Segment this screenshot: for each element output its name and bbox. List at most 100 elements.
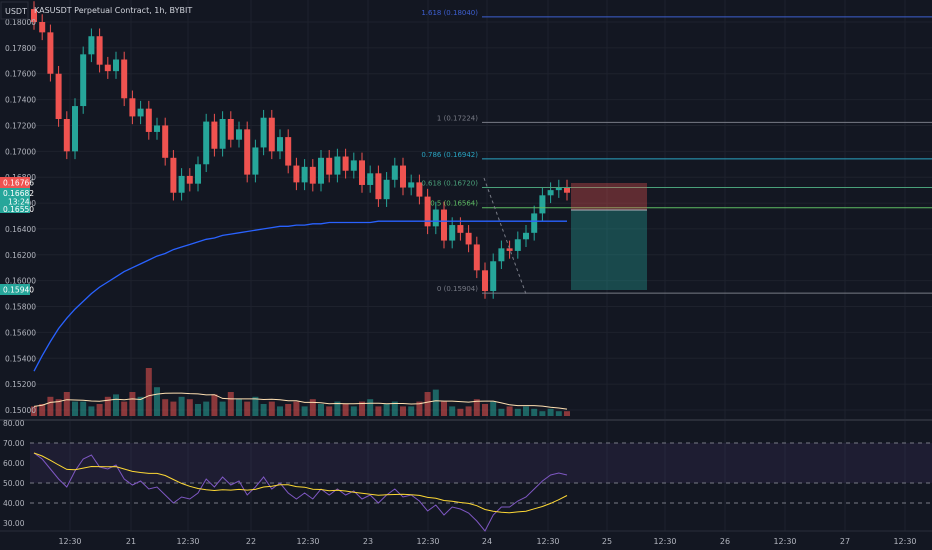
candle-body <box>441 209 447 241</box>
fib-trend-line[interactable] <box>483 177 527 295</box>
candle-body <box>391 165 398 180</box>
rsi-tick-label: 50.00 <box>3 479 25 488</box>
low-price-badge: 0.15940 <box>0 284 34 295</box>
price-tick-label: 0.16200 <box>5 251 36 260</box>
volume-bar <box>88 406 95 416</box>
volume-bars <box>31 368 570 416</box>
time-tick-label: 12:30 <box>58 537 81 546</box>
volume-ma-line <box>33 392 568 410</box>
volume-bar <box>72 401 78 416</box>
candle-body <box>55 73 62 119</box>
time-tick-label: 25 <box>602 537 612 546</box>
candle-body <box>244 129 251 175</box>
price-tick-label: 0.17600 <box>5 70 36 79</box>
price-tick-label: 0.15800 <box>5 303 36 312</box>
position-stop-zone[interactable] <box>571 183 647 210</box>
candle-body <box>186 175 193 184</box>
candle-body <box>137 108 144 117</box>
volume-bar <box>39 404 46 416</box>
candle-body <box>334 156 341 175</box>
volume-bar <box>350 406 357 416</box>
candle-body <box>457 225 464 233</box>
candle-body <box>227 119 234 140</box>
rsi-ma-line <box>33 452 568 514</box>
time-tick-label: 12:30 <box>176 537 199 546</box>
price-tick-label: 0.15000 <box>5 406 36 415</box>
fib-level-label: 0.618 (0.16720) <box>421 180 478 188</box>
candle-body <box>47 32 54 74</box>
candle-body <box>359 160 365 185</box>
volume-bar <box>104 396 111 416</box>
volume-bar <box>178 396 185 416</box>
time-tick-label: 12:30 <box>653 537 676 546</box>
volume-bar <box>47 396 54 416</box>
mid-price-badge: 0.16682 13:24 0.16550 <box>0 188 34 214</box>
rsi-tick-label: 40.00 <box>3 499 25 508</box>
candle-body <box>39 22 46 33</box>
price-tick-label: 0.15400 <box>5 354 36 363</box>
candle-body <box>498 248 505 262</box>
price-tick-label: 0.15600 <box>5 328 36 337</box>
candle-countdown: 13:24 <box>8 198 30 207</box>
fib-level-label: 0.786 (0.16942) <box>421 151 478 159</box>
volume-bar <box>285 404 292 416</box>
candle-body <box>539 195 546 214</box>
candle-body <box>96 36 103 65</box>
candle-body <box>80 54 87 107</box>
candle-body <box>113 59 119 72</box>
candle-body <box>318 157 324 184</box>
volume-bar <box>252 396 259 416</box>
low-price-value: 0.15940 <box>3 286 34 295</box>
volume-bar <box>514 408 521 416</box>
position-target-zone[interactable] <box>571 210 647 290</box>
time-tick-label: 12:30 <box>416 537 439 546</box>
volume-bar <box>260 404 267 416</box>
price-tick-label: 0.17000 <box>5 147 36 156</box>
volume-bar <box>293 401 300 416</box>
volume-bar <box>416 401 423 416</box>
volume-bar <box>211 394 218 416</box>
candle-body <box>449 225 456 241</box>
volume-bar <box>506 406 513 416</box>
time-tick-label: 12:30 <box>893 537 916 546</box>
candle-body <box>506 248 513 251</box>
candle-body <box>555 187 562 191</box>
time-tick-label: 12:30 <box>773 537 796 546</box>
volume-bar <box>391 401 398 416</box>
fib-level-label: 0.5 (0.16564) <box>430 200 478 208</box>
volume-bar <box>564 411 570 416</box>
candle-body <box>104 64 111 72</box>
time-tick-label: 22 <box>246 537 256 546</box>
candle-body <box>383 179 390 200</box>
time-tick-label: 12:30 <box>536 537 559 546</box>
volume-bar <box>129 392 136 416</box>
currency-badge[interactable] <box>0 1 29 20</box>
volume-bar <box>170 401 177 416</box>
time-axis[interactable]: 12:30 21 12:30 22 12:30 23 12:30 24 12:30 25 12:30… <box>58 537 916 546</box>
candle-body <box>564 187 570 193</box>
fib-level-label: 1 (0.17224) <box>437 114 478 122</box>
candle-body <box>121 59 128 99</box>
volume-bar <box>80 401 87 416</box>
volume-bar <box>236 399 242 416</box>
volume-bar <box>539 411 546 416</box>
candles <box>31 1 570 299</box>
volume-bar <box>441 401 447 416</box>
candle-body <box>309 166 316 184</box>
candle-body <box>547 190 554 196</box>
candle-body <box>375 173 382 200</box>
rsi-line <box>33 452 568 532</box>
candle-body <box>145 108 152 132</box>
currency-label: USDT <box>5 7 27 16</box>
rsi-tick-label: 30.00 <box>3 519 25 528</box>
volume-bar <box>137 396 144 416</box>
candle-body <box>424 196 431 227</box>
fibonacci-retracement[interactable]: 1.618 (0.18040) 1 (0.17224) 0.786 (0.16942… <box>421 9 932 294</box>
time-tick-label: 27 <box>840 537 850 546</box>
candle-body <box>285 137 292 166</box>
rsi-axis[interactable]: 80.00 70.00 60.00 50.00 40.00 30.00 <box>3 419 25 528</box>
candle-body <box>211 121 218 149</box>
fib-level-label: 1.618 (0.18040) <box>421 9 478 17</box>
candle-body <box>31 9 37 22</box>
